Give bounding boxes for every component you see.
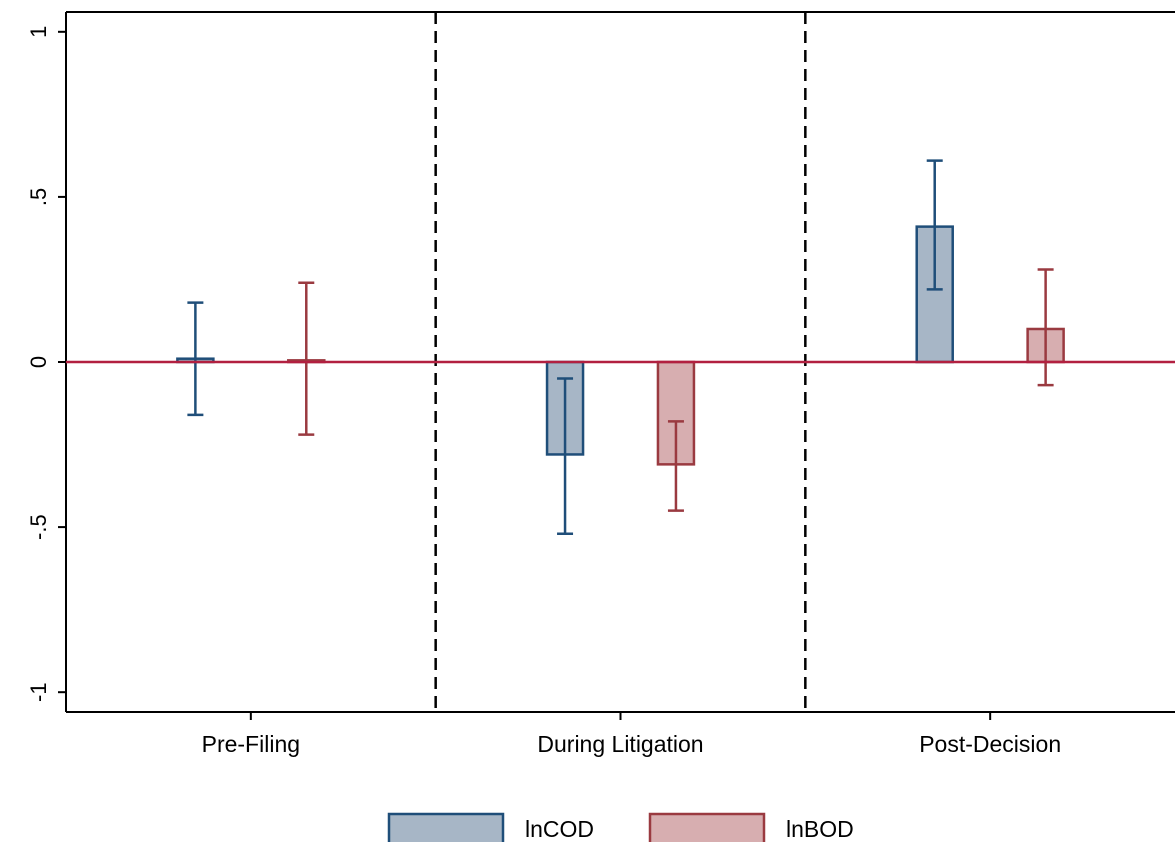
legend-swatch-lnCOD [387,812,505,842]
plot-area: -1 -.5 0 .5 1 Pre-Filing During Litigation Post… [26,11,1175,757]
legend: lnCOD lnBOD [387,812,854,842]
y-tick-label: -.5 [26,514,51,540]
y-tick-label: 0 [26,356,51,368]
y-tick-label: 1 [26,26,51,38]
x-tick-label: During Litigation [537,731,703,757]
y-tick-label: -1 [26,682,51,702]
x-tick-label: Post-Decision [919,731,1061,757]
legend-label-lnCOD: lnCOD [525,816,594,842]
y-tick-label: .5 [26,188,51,206]
x-tick-label: Pre-Filing [202,731,300,757]
legend-label-lnBOD: lnBOD [786,816,854,842]
legend-swatch-lnBOD [648,812,766,842]
